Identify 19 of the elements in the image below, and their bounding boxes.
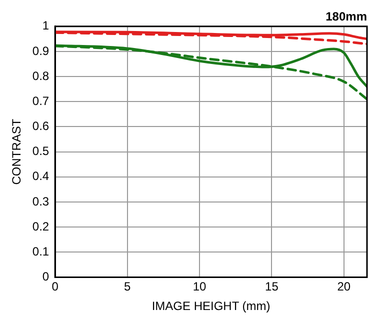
y-tick-label: 0.8 <box>32 68 50 83</box>
x-tick-label: 0 <box>52 280 59 294</box>
y-tick-label: 0.9 <box>32 44 50 58</box>
chart-title: 180mm <box>326 10 367 24</box>
y-tick-label: 0.6 <box>32 119 50 134</box>
y-tick-label: 0.3 <box>32 194 50 208</box>
y-tick-label: 0 <box>42 270 50 284</box>
x-tick-label: 20 <box>337 280 351 294</box>
x-tick-label: 10 <box>192 280 206 294</box>
y-tick-label: 0.1 <box>32 244 50 258</box>
y-tick-label: 0.4 <box>32 169 50 184</box>
y-tick-label: 0.7 <box>32 94 50 108</box>
y-tick-label: 1 <box>42 18 50 33</box>
x-axis-title: IMAGE HEIGHT (mm) <box>152 299 270 314</box>
y-axis-title: CONTRAST <box>10 118 24 185</box>
y-tick-label: 0.5 <box>32 144 50 158</box>
x-tick-label: 15 <box>265 280 279 294</box>
x-tick-label: 5 <box>124 280 131 294</box>
y-tick-label: 0.2 <box>32 219 50 234</box>
